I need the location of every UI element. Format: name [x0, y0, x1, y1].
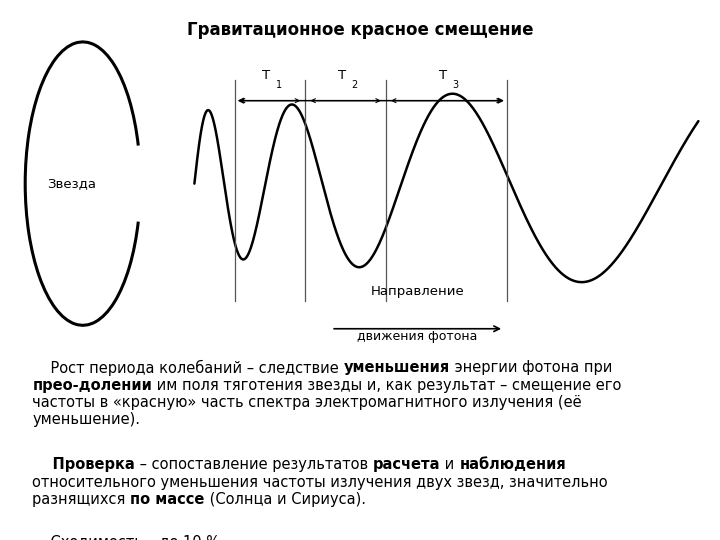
Text: 3: 3: [452, 80, 458, 90]
Text: уменьшение).: уменьшение).: [32, 413, 140, 427]
Text: Сходимость – до 10 %: Сходимость – до 10 %: [32, 535, 220, 540]
Text: Проверка: Проверка: [32, 457, 135, 472]
Text: T: T: [262, 69, 271, 82]
Text: Звезда: Звезда: [47, 177, 96, 190]
Text: (Солнца и Сириуса).: (Солнца и Сириуса).: [204, 492, 366, 507]
Text: T: T: [438, 69, 447, 82]
Text: T: T: [338, 69, 346, 82]
Text: и: и: [441, 457, 459, 472]
Text: 2: 2: [351, 80, 357, 90]
Text: частоты в «красную» часть спектра электромагнитного излучения (её: частоты в «красную» часть спектра электр…: [32, 395, 582, 410]
Text: энергии фотона при: энергии фотона при: [450, 360, 613, 375]
Text: движения фотона: движения фотона: [357, 329, 478, 342]
Text: – сопоставление результатов: – сопоставление результатов: [135, 457, 373, 472]
Text: им поля тяготения звезды и, как результат – смещение его: им поля тяготения звезды и, как результа…: [152, 377, 621, 393]
Text: прео-долении: прео-долении: [32, 377, 152, 393]
Text: наблюдения: наблюдения: [459, 457, 566, 472]
Text: Направление: Направление: [371, 285, 464, 298]
Text: 1: 1: [276, 80, 282, 90]
Text: Гравитационное красное смещение: Гравитационное красное смещение: [186, 21, 534, 39]
Text: расчета: расчета: [373, 457, 441, 472]
Text: по массе: по массе: [130, 492, 204, 507]
Text: уменьшения: уменьшения: [343, 360, 450, 375]
Text: разнящихся: разнящихся: [32, 492, 130, 507]
Text: Рост периода колебаний – следствие: Рост периода колебаний – следствие: [32, 360, 343, 376]
Text: относительного уменьшения частоты излучения двух звезд, значительно: относительного уменьшения частоты излуче…: [32, 475, 608, 490]
